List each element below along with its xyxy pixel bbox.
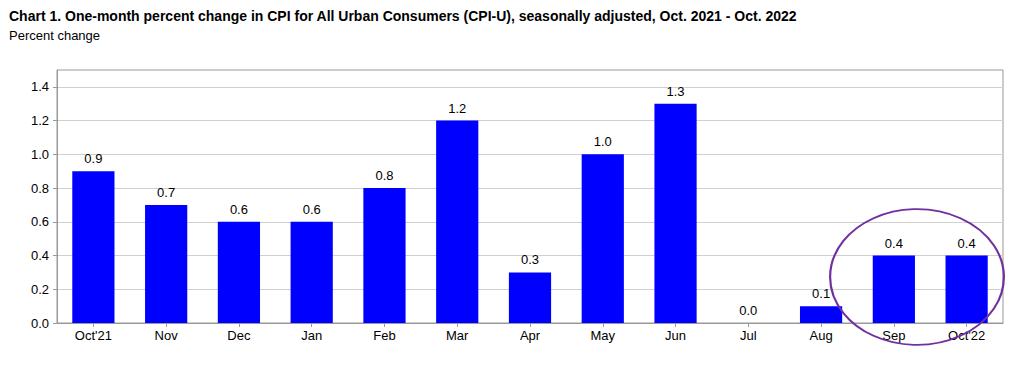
svg-text:Sep: Sep [882,328,906,343]
svg-text:Jan: Jan [301,328,322,343]
svg-text:0.9: 0.9 [84,151,102,166]
svg-text:1.3: 1.3 [666,84,684,99]
svg-text:0.0: 0.0 [739,303,757,318]
svg-text:May: May [590,328,615,343]
svg-text:0.6: 0.6 [303,202,321,217]
svg-text:0.8: 0.8 [31,181,49,196]
svg-text:Oct'22: Oct'22 [948,328,985,343]
svg-text:Percent change: Percent change [9,28,100,43]
svg-text:0.7: 0.7 [157,185,175,200]
svg-text:0.8: 0.8 [375,168,393,183]
svg-text:0.6: 0.6 [230,202,248,217]
svg-text:1.0: 1.0 [31,147,49,162]
svg-text:Jul: Jul [740,328,757,343]
svg-text:Mar: Mar [446,328,469,343]
svg-text:Jun: Jun [665,328,686,343]
svg-text:0.3: 0.3 [521,252,539,267]
svg-text:0.4: 0.4 [31,248,49,263]
svg-text:0.4: 0.4 [885,236,903,251]
svg-text:1.2: 1.2 [448,101,466,116]
svg-text:0.4: 0.4 [958,236,976,251]
svg-text:Aug: Aug [810,328,833,343]
svg-text:Apr: Apr [520,328,541,343]
svg-text:1.4: 1.4 [31,79,49,94]
svg-text:0.0: 0.0 [31,316,49,331]
svg-text:Oct'21: Oct'21 [75,328,112,343]
svg-text:0.6: 0.6 [31,214,49,229]
svg-text:0.1: 0.1 [812,286,830,301]
svg-text:Nov: Nov [155,328,179,343]
svg-text:Dec: Dec [227,328,251,343]
svg-text:Chart 1. One-month percent cha: Chart 1. One-month percent change in CPI… [9,8,797,24]
svg-text:0.2: 0.2 [31,282,49,297]
svg-text:1.0: 1.0 [594,134,612,149]
svg-text:Feb: Feb [373,328,395,343]
svg-text:1.2: 1.2 [31,113,49,128]
